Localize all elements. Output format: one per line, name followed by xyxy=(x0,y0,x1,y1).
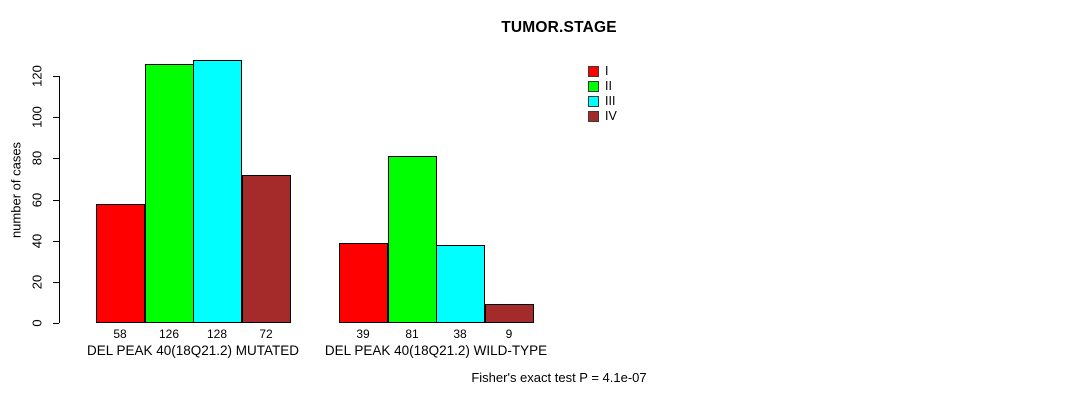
bar-ii xyxy=(145,64,194,323)
legend-swatch xyxy=(588,111,599,122)
bar-iv xyxy=(485,304,534,323)
bar-value-label: 58 xyxy=(113,327,127,341)
y-tick-label: 20 xyxy=(29,274,45,290)
bar-ii xyxy=(388,156,437,323)
group-label: DEL PEAK 40(18Q21.2) WILD-TYPE xyxy=(324,343,548,358)
bar-value-label: 39 xyxy=(356,327,370,341)
bar-i xyxy=(96,204,145,323)
bar-iii xyxy=(193,60,242,323)
bar-iii xyxy=(436,245,485,323)
y-tick-mark xyxy=(53,323,59,324)
y-tick-mark xyxy=(53,282,59,283)
legend-swatch xyxy=(588,81,599,92)
y-tick-label: 40 xyxy=(29,233,45,249)
y-axis-label: number of cases xyxy=(8,141,24,239)
y-tick-label: 80 xyxy=(29,150,45,166)
y-tick-mark xyxy=(53,117,59,118)
y-tick-mark xyxy=(53,200,59,201)
legend-swatch xyxy=(588,96,599,107)
y-tick-mark xyxy=(53,76,59,77)
bar-i xyxy=(339,243,388,323)
legend-label: II xyxy=(605,79,612,93)
bar-iv xyxy=(242,175,291,323)
y-tick-label: 0 xyxy=(29,319,45,327)
bar-value-label: 81 xyxy=(405,327,419,341)
chart-title: TUMOR.STAGE xyxy=(501,19,617,36)
bar-value-label: 38 xyxy=(453,327,467,341)
group-label: DEL PEAK 40(18Q21.2) MUTATED xyxy=(86,343,300,358)
bar-value-label: 126 xyxy=(158,327,180,341)
legend-label: IV xyxy=(605,109,617,123)
y-tick-label: 100 xyxy=(29,106,45,128)
legend-swatch xyxy=(588,66,599,77)
bar-value-label: 9 xyxy=(505,327,513,341)
legend-label: III xyxy=(605,94,616,108)
legend-label: I xyxy=(605,64,609,78)
y-axis-line xyxy=(59,76,60,323)
y-tick-mark xyxy=(53,241,59,242)
bar-value-label: 72 xyxy=(259,327,273,341)
y-tick-mark xyxy=(53,158,59,159)
y-tick-label: 120 xyxy=(29,65,45,87)
fisher-test-note: Fisher's exact test P = 4.1e-07 xyxy=(471,370,647,385)
y-tick-label: 60 xyxy=(29,192,45,208)
bar-value-label: 128 xyxy=(206,327,228,341)
